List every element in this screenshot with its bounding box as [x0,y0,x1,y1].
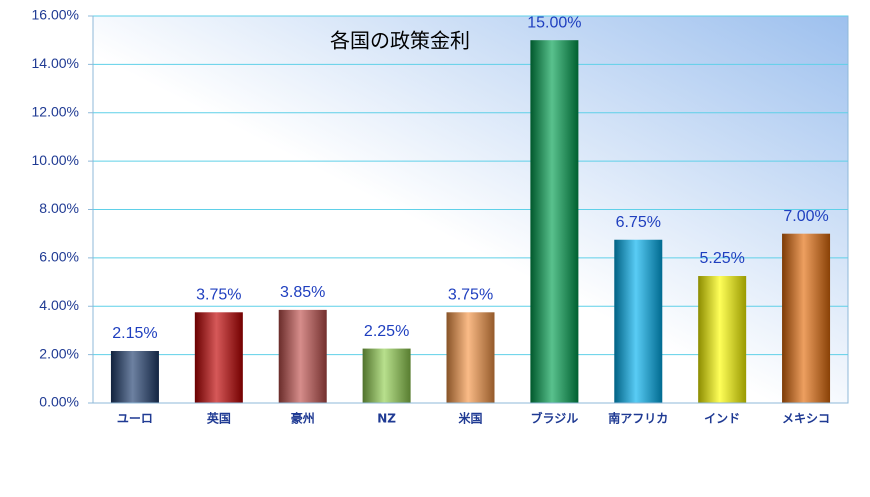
y-tick-label: 8.00% [39,200,79,216]
value-label: 7.00% [783,208,828,225]
x-tick-label: 南アフリカ [608,411,668,426]
bar [782,233,831,403]
value-label: 2.15% [112,325,157,342]
y-tick-label: 4.00% [39,297,79,313]
value-label: 5.25% [699,250,744,267]
y-tick-label: 6.00% [39,249,79,265]
bar [614,239,663,403]
value-label: 2.25% [364,323,409,340]
y-tick-label: 14.00% [32,55,79,71]
y-tick-label: 0.00% [39,394,79,410]
value-label: 3.75% [448,287,493,304]
x-tick-label: ユーロ [117,412,153,426]
value-label: 3.75% [196,287,241,304]
x-tick-label: 米国 [458,411,482,426]
y-tick-label: 16.00% [32,7,79,23]
x-tick-label: 豪州 [291,411,315,426]
bar [530,40,579,403]
value-label: 3.85% [280,284,325,301]
chart-title: 各国の政策金利 [330,29,470,53]
x-tick-label: 英国 [207,411,231,426]
value-label: 15.00% [527,14,581,31]
value-label: 6.75% [616,214,661,231]
bar [194,312,243,403]
y-tick-label: 10.00% [32,152,79,168]
x-tick-label: インド [704,412,740,426]
y-tick-label: 12.00% [32,103,79,119]
bar [362,348,411,403]
bar [446,312,495,403]
bar [278,309,327,403]
x-tick-label: NZ [377,412,396,426]
x-tick-label: メキシコ [782,412,830,426]
x-tick-label: ブラジル [531,411,579,426]
bar [110,350,159,403]
bar [698,276,747,403]
y-tick-label: 2.00% [39,345,79,361]
